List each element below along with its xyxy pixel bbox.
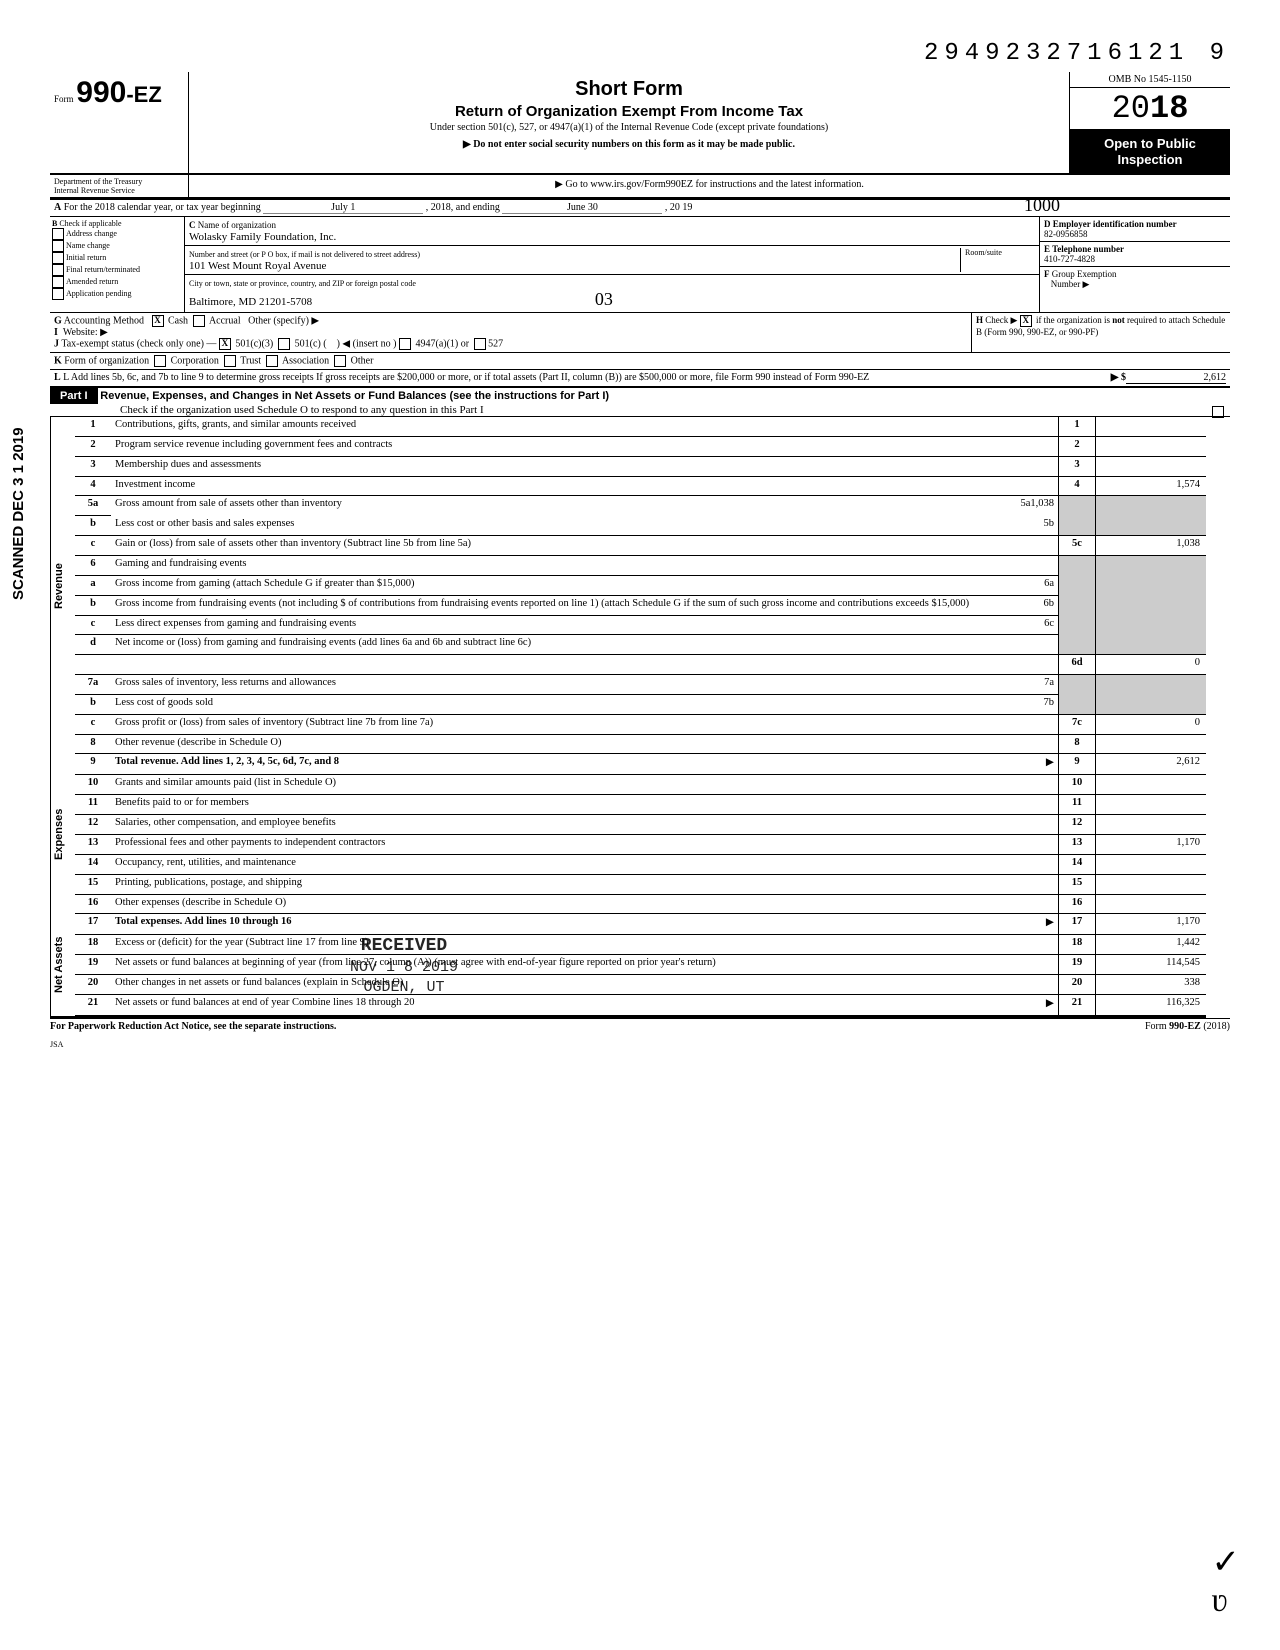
- chk-address-change[interactable]: Address change: [52, 228, 182, 240]
- form-title: Short Form: [197, 78, 1061, 101]
- chk-accrual[interactable]: [193, 315, 205, 327]
- amt-total-revenue: 2,612: [1096, 754, 1207, 775]
- goto-note: ▶ Go to www.irs.gov/Form990EZ for instru…: [189, 175, 1230, 197]
- form-header: Form 990-EZ Short Form Return of Organiz…: [50, 72, 1230, 175]
- footer: For Paperwork Reduction Act Notice, see …: [50, 1018, 1230, 1032]
- document-id: 2949232716121 9: [50, 40, 1230, 67]
- chk-application-pending[interactable]: Application pending: [52, 288, 182, 300]
- amt-end-assets: 116,325: [1096, 995, 1207, 1016]
- form-number: 990-EZ: [76, 76, 162, 109]
- chk-name-change[interactable]: Name change: [52, 240, 182, 252]
- scanned-stamp: SCANNED DEC 3 1 2019: [10, 427, 27, 600]
- amt-excess: 1,442: [1096, 935, 1207, 955]
- city-label: City or town, state or province, country…: [189, 279, 416, 288]
- ein: 82-0956858: [1044, 229, 1088, 239]
- amt-other-changes: 338: [1096, 975, 1207, 995]
- amt-7c: 0: [1096, 714, 1207, 734]
- received-stamp: RECEIVED NOV 1 8 2019 OGDEN, UT: [350, 935, 458, 997]
- form-label: Form: [54, 94, 74, 104]
- amt-total-expenses: 1,170: [1096, 914, 1207, 935]
- note-ssn: ▶ Do not enter social security numbers o…: [197, 139, 1061, 150]
- room-suite: Room/suite: [960, 248, 1035, 272]
- org-name: Wolasky Family Foundation, Inc.: [189, 231, 336, 243]
- section-b-checkboxes: B Check if applicable Address change Nam…: [50, 217, 185, 312]
- section-j-tax-status: J Tax-exempt status (check only one) — 5…: [54, 338, 967, 350]
- amt-professional-fees: 1,170: [1096, 835, 1207, 855]
- gross-receipts-amount: 2,612: [1126, 372, 1226, 384]
- chk-schedule-b[interactable]: [1020, 315, 1032, 327]
- form-number-footer: Form 990-EZ (2018): [1145, 1021, 1230, 1032]
- org-info-row: B Check if applicable Address change Nam…: [50, 217, 1230, 313]
- street-address: 101 West Mount Royal Avenue: [189, 260, 326, 272]
- under-section: Under section 501(c), 527, or 4947(a)(1)…: [197, 122, 1061, 133]
- section-e-phone: E Telephone number 410-727-4828: [1040, 242, 1230, 267]
- amt-investment-income: 1,574: [1096, 476, 1207, 496]
- section-g-i-j-k: G Accounting Method Cash Accrual Other (…: [50, 313, 972, 352]
- section-f-group: F Group Exemption Number ▶: [1040, 267, 1230, 292]
- section-d-ein: D Employer identification number 82-0956…: [1040, 217, 1230, 242]
- lines-table: 1Contributions, gifts, grants, and simil…: [75, 417, 1206, 1016]
- addr-label: Number and street (or P O box, if mail i…: [189, 250, 420, 259]
- open-to-public: Open to PublicInspection: [1070, 130, 1230, 173]
- tax-year: 2018: [1070, 88, 1230, 130]
- chk-schedule-o[interactable]: [1212, 406, 1224, 418]
- handwritten-initials: ✓ʋ: [1212, 1542, 1241, 1620]
- amt-beginning-assets: 114,545: [1096, 955, 1207, 975]
- chk-cash[interactable]: [152, 315, 164, 327]
- phone-number: 410-727-4828: [1044, 254, 1095, 264]
- form-subtitle: Return of Organization Exempt From Incom…: [197, 103, 1061, 120]
- dept-row: Department of the TreasuryInternal Reven…: [50, 175, 1230, 199]
- section-l-gross-receipts: L L Add lines 5b, 6c, and 7b to line 9 t…: [50, 370, 1230, 388]
- side-label-expenses: Expenses: [50, 755, 75, 913]
- jsa: JSA: [50, 1040, 1230, 1049]
- section-h-schedule-b: H Check ▶ if the organization is not req…: [972, 313, 1230, 352]
- omb-number: OMB No 1545-1150: [1070, 72, 1230, 88]
- section-k-form-org: K Form of organization Corporation Trust…: [50, 353, 1230, 369]
- chk-final-return[interactable]: Final return/terminated: [52, 264, 182, 276]
- amt-5a: 1,038: [1030, 498, 1054, 509]
- side-label-revenue: Revenue: [50, 417, 75, 755]
- chk-amended[interactable]: Amended return: [52, 276, 182, 288]
- part-1-header: Part I Revenue, Expenses, and Changes in…: [50, 388, 1230, 417]
- amt-5c: 1,038: [1096, 536, 1207, 556]
- handwritten-03: 03: [595, 289, 613, 309]
- city-state-zip: Baltimore, MD 21201-5708: [189, 296, 312, 308]
- handwritten-1000: 1000: [1024, 195, 1060, 216]
- dept-treasury: Department of the TreasuryInternal Reven…: [50, 175, 189, 197]
- chk-initial-return[interactable]: Initial return: [52, 252, 182, 264]
- paperwork-notice: For Paperwork Reduction Act Notice, see …: [50, 1021, 336, 1032]
- side-label-net-assets: Net Assets: [50, 913, 75, 1016]
- section-c-name: C Name of organization Wolasky Family Fo…: [185, 217, 1039, 246]
- amt-6d: 0: [1096, 655, 1207, 675]
